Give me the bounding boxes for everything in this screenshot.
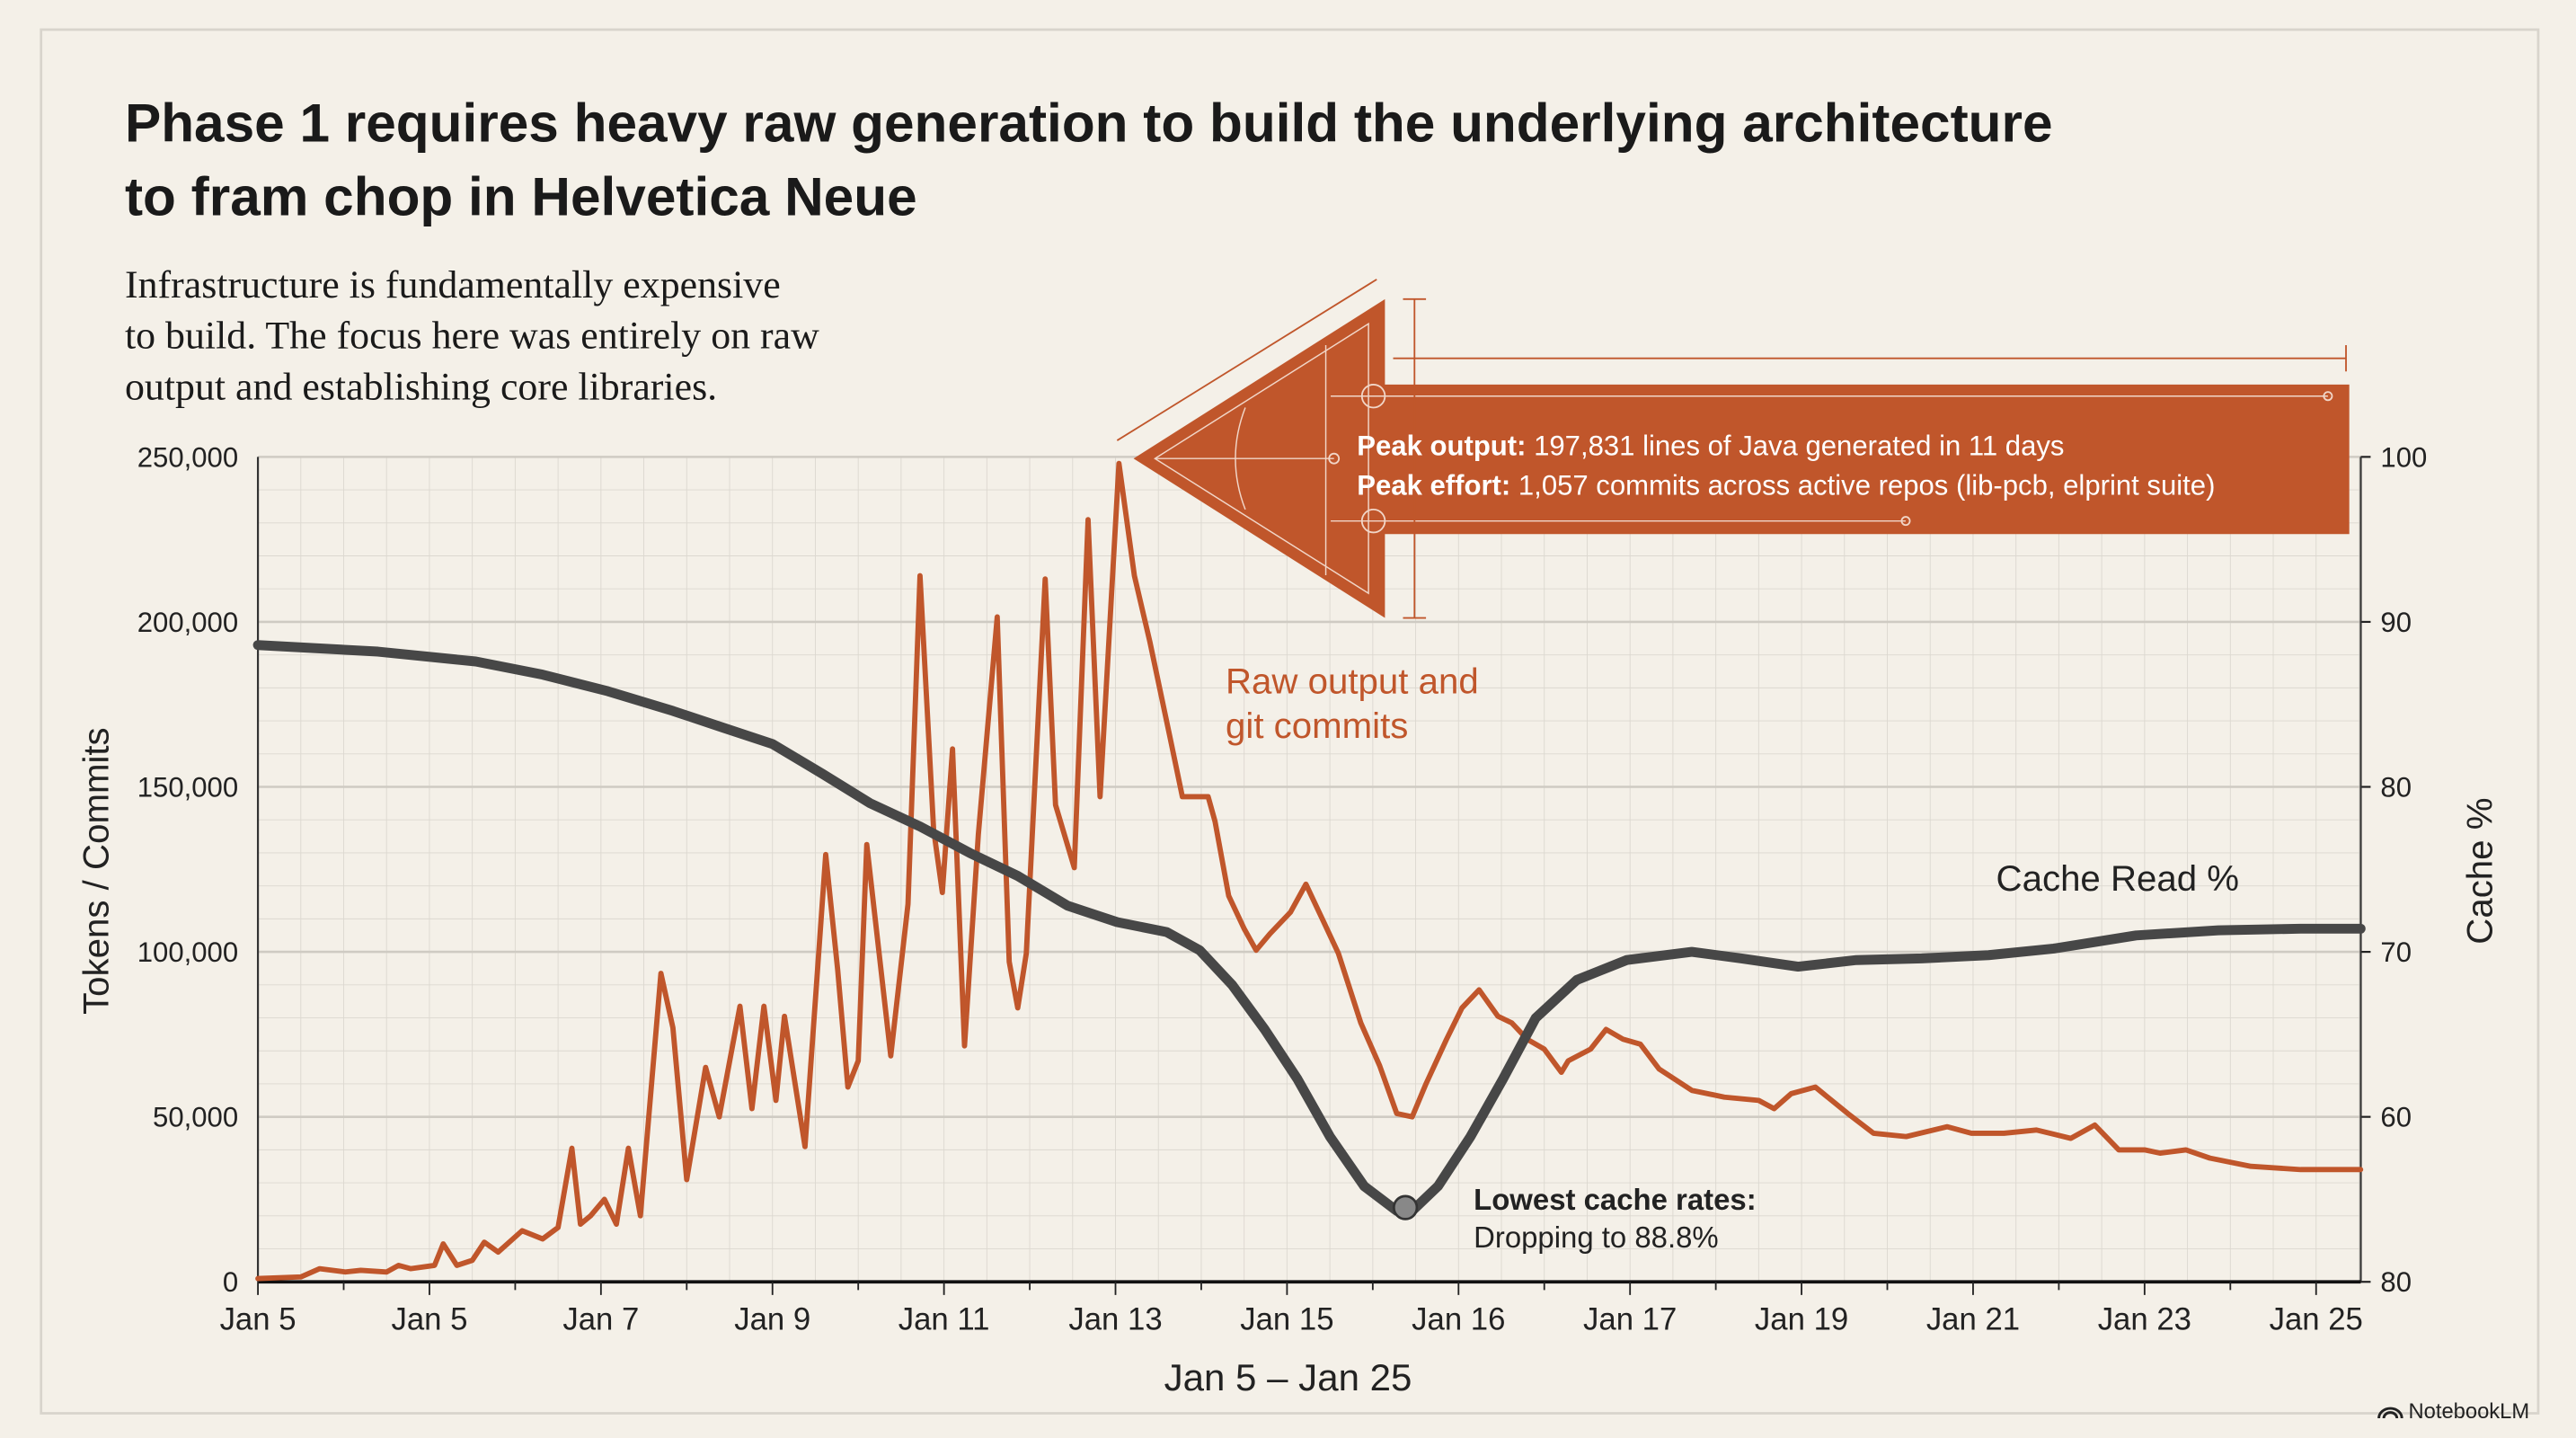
y-tick-label: 50,000 bbox=[153, 1102, 238, 1133]
callout-node bbox=[1328, 452, 1341, 465]
x-tick-label: Jan 15 bbox=[1240, 1302, 1333, 1336]
y-tick-label: 200,000 bbox=[137, 607, 238, 638]
y-tick-label: 150,000 bbox=[137, 771, 238, 803]
y2-tick-label: 80 bbox=[2380, 1266, 2412, 1298]
y2-tick-label: 60 bbox=[2380, 1102, 2412, 1133]
y2-axis-title: Cache % bbox=[2460, 798, 2501, 945]
peak-callout-arrow: Peak output: 197,831 lines of Java gener… bbox=[1116, 279, 2350, 619]
title-line-1: Phase 1 requires heavy raw generation to… bbox=[125, 92, 2053, 153]
x-tick-label: Jan 16 bbox=[1412, 1302, 1505, 1336]
y-tick-label: 100,000 bbox=[137, 936, 238, 968]
x-tick-label: Jan 11 bbox=[899, 1302, 990, 1336]
slide-frame bbox=[40, 28, 2540, 1415]
title-line-2: to fram chop in Helvetica Neue bbox=[125, 166, 917, 227]
callout-line-2-label: Peak effort: bbox=[1357, 469, 1510, 501]
x-tick-label: Jan 21 bbox=[1926, 1302, 2020, 1336]
x-tick-label: Jan 5 bbox=[220, 1302, 297, 1336]
callout-line-2: Peak effort: 1,057 commits across active… bbox=[1357, 469, 2215, 501]
callout-node bbox=[1360, 508, 1386, 534]
callout-node bbox=[1360, 383, 1386, 409]
notebooklm-icon bbox=[2377, 1407, 2403, 1419]
lowest-cache-marker bbox=[1392, 1194, 1419, 1221]
callout-line-1: Peak output: 197,831 lines of Java gener… bbox=[1357, 431, 2064, 462]
x-tick-label: Jan 5 bbox=[391, 1302, 467, 1336]
y2-tick-label: 90 bbox=[2380, 607, 2412, 638]
callout-line-2-text: 1,057 commits across active repos (lib-p… bbox=[1510, 469, 2215, 501]
y2-tick-label: 70 bbox=[2380, 936, 2412, 968]
x-tick-label: Jan 13 bbox=[1068, 1302, 1162, 1336]
y-tick-label: 0 bbox=[223, 1266, 238, 1298]
x-axis-title: Jan 5 – Jan 25 bbox=[1164, 1356, 1412, 1398]
x-tick-label: Jan 17 bbox=[1583, 1302, 1677, 1336]
x-tick-label: Jan 23 bbox=[2098, 1302, 2191, 1336]
x-tick-label: Jan 9 bbox=[734, 1302, 810, 1336]
subtitle-line-3: output and establishing core libraries. bbox=[125, 365, 717, 408]
callout-node bbox=[1900, 516, 1911, 527]
x-tick-label: Jan 19 bbox=[1755, 1302, 1848, 1336]
lowest-cache-title: Lowest cache rates: bbox=[1474, 1183, 1757, 1216]
cache-read-line bbox=[252, 640, 2366, 1216]
callout-line-1-label: Peak output: bbox=[1357, 431, 1526, 462]
axes: 0 50,000 100,000 150,000 200,000 250,000 80 60 7… bbox=[137, 441, 2427, 1336]
y-axis-title: Tokens / Commits bbox=[76, 727, 117, 1015]
subtitle-line-1: Infrastructure is fundamentally expensiv… bbox=[125, 263, 781, 306]
y-tick-label: 250,000 bbox=[137, 441, 238, 473]
raw-output-label-1: Raw output and bbox=[1226, 661, 1479, 702]
raw-output-label-2: git commits bbox=[1226, 706, 1408, 746]
callout-angle-mark bbox=[1235, 407, 1246, 510]
lowest-cache-text: Dropping to 88.8% bbox=[1474, 1221, 1719, 1254]
x-tick-label: Jan 25 bbox=[2270, 1302, 2363, 1336]
callout-line-1-text: 197,831 lines of Java generated in 11 da… bbox=[1526, 431, 2064, 462]
y2-tick-label: 80 bbox=[2380, 771, 2412, 803]
y2-tick-label: 100 bbox=[2380, 441, 2427, 473]
callout-node bbox=[2323, 391, 2333, 402]
cache-read-label: Cache Read % bbox=[1996, 858, 2240, 899]
callout-inner-outline bbox=[1154, 322, 1369, 595]
notebooklm-logo: NotebookLM bbox=[2377, 1399, 2529, 1424]
series-layer bbox=[252, 460, 2366, 1282]
dimension-line bbox=[1116, 279, 1377, 441]
notebooklm-brand: NotebookLM bbox=[2408, 1399, 2529, 1424]
subtitle-line-2: to build. The focus here was entirely on… bbox=[125, 315, 819, 358]
callout-arrow-shape bbox=[1133, 298, 2350, 618]
raw-output-line bbox=[255, 460, 2364, 1282]
x-tick-label: Jan 7 bbox=[562, 1302, 639, 1336]
